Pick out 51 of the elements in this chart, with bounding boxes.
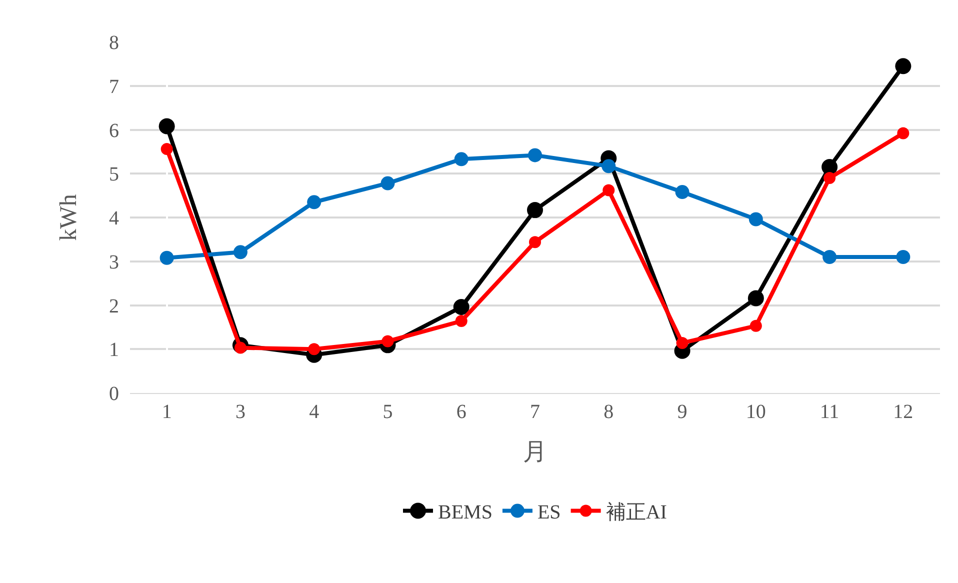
point [750, 320, 762, 332]
point [233, 245, 248, 260]
point [676, 336, 688, 349]
legend-label: BEMS [438, 502, 492, 524]
x-tick-label: 3 [235, 401, 246, 423]
x-tick-label: 6 [456, 401, 466, 423]
y-tick-label: 1 [109, 339, 119, 362]
y-tick-label: 6 [109, 120, 119, 142]
y-tick-label: 2 [109, 295, 119, 318]
legend-label: ES [537, 502, 561, 524]
point [527, 202, 543, 218]
point [822, 250, 837, 264]
x-tick-label: 10 [746, 401, 766, 423]
x-tick-label: 12 [893, 401, 914, 423]
x-tick-label: 7 [530, 401, 540, 423]
point [675, 185, 690, 200]
x-tick-label: 9 [677, 401, 688, 423]
point [822, 159, 838, 176]
point [824, 172, 836, 184]
x-tick-label: 1 [162, 401, 172, 423]
x-tick-label: 11 [820, 401, 840, 423]
y-axis-title: kWh [56, 194, 82, 241]
legend-label: 補正AI [606, 502, 667, 524]
point [602, 184, 615, 196]
point [602, 159, 616, 174]
x-tick-label: 8 [604, 401, 614, 423]
y-tick-label: 4 [109, 208, 119, 230]
point [308, 343, 320, 356]
y-tick-label: 7 [109, 76, 119, 98]
point [748, 212, 763, 226]
point [896, 250, 910, 264]
point [380, 176, 395, 190]
point [158, 118, 175, 134]
point [529, 236, 541, 248]
y-tick-label: 8 [109, 32, 119, 54]
point [455, 315, 468, 328]
x-tick-label: 4 [309, 401, 320, 423]
point [454, 152, 468, 166]
point [897, 127, 910, 140]
point [307, 195, 322, 210]
point [895, 58, 912, 74]
point [160, 250, 174, 265]
point [528, 148, 542, 162]
x-tick-label: 5 [382, 401, 393, 423]
y-tick-label: 3 [109, 251, 119, 274]
point [160, 143, 173, 156]
y-tick-label: 0 [109, 383, 119, 405]
x-axis-title: 月 [523, 439, 547, 466]
point [453, 299, 470, 316]
y-tick-label: 5 [109, 164, 119, 186]
point [748, 290, 764, 306]
